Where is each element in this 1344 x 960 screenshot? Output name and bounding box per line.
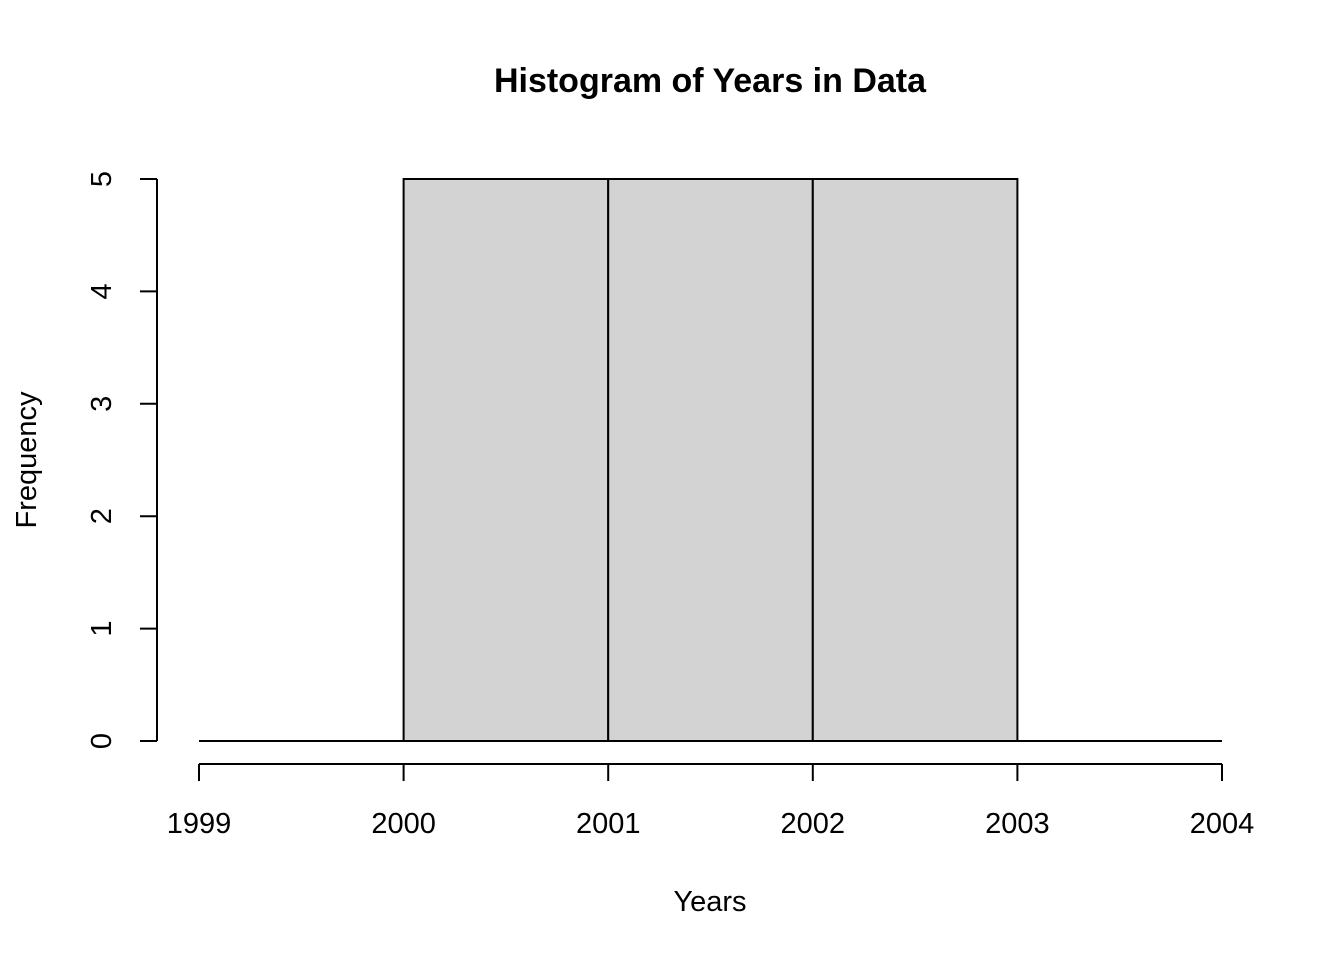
histogram-bar bbox=[607, 178, 814, 742]
y-tick-label: 3 bbox=[86, 396, 118, 412]
y-axis-label: Frequency bbox=[11, 391, 43, 529]
x-axis: 1999 2000 2001 2002 2003 2004 bbox=[167, 763, 1255, 840]
y-tick-label: 4 bbox=[86, 283, 118, 299]
y-tick-label: 0 bbox=[86, 733, 118, 749]
x-tick-label: 2003 bbox=[985, 808, 1050, 840]
histogram-bar bbox=[402, 178, 610, 742]
x-tick-label: 2004 bbox=[1190, 808, 1255, 840]
y-tick-label: 5 bbox=[86, 171, 118, 187]
x-tick-label: 2000 bbox=[371, 808, 436, 840]
x-tick-label: 1999 bbox=[167, 808, 232, 840]
y-tick-label: 2 bbox=[86, 508, 118, 524]
x-tick-label: 2002 bbox=[781, 808, 846, 840]
x-tick-label: 2001 bbox=[576, 808, 641, 840]
histogram-bar bbox=[811, 178, 1019, 742]
x-axis-label: Years bbox=[673, 886, 746, 918]
y-tick-label: 1 bbox=[86, 621, 118, 637]
histogram-bars bbox=[199, 178, 1222, 742]
y-axis: 0 1 2 3 4 5 bbox=[86, 171, 158, 749]
chart-title: Histogram of Years in Data bbox=[494, 62, 927, 100]
